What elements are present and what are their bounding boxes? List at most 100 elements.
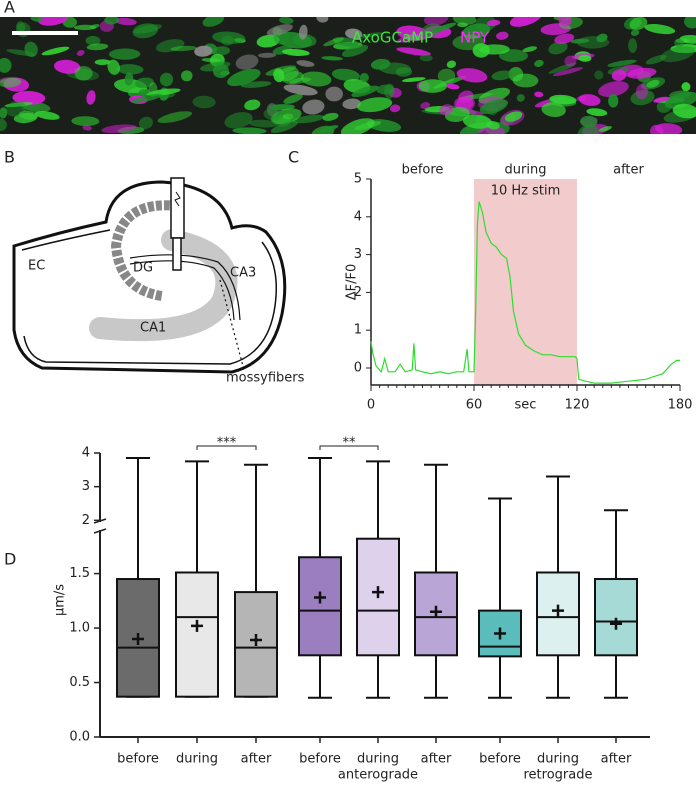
blob: [598, 126, 612, 132]
blob: [54, 59, 81, 74]
blob: [479, 44, 510, 55]
fiber: [129, 254, 241, 321]
x-tick-label: after: [601, 752, 632, 767]
blob: [342, 98, 361, 110]
blob: [281, 48, 310, 56]
blob: [351, 85, 379, 98]
significance-label: ***: [217, 436, 237, 451]
blob: [558, 17, 572, 27]
blob: [478, 126, 506, 134]
axis-break: [93, 528, 107, 534]
blob: [0, 107, 8, 119]
blob: [522, 46, 538, 53]
diagram-label: CA1: [140, 321, 166, 336]
mean-marker: [552, 604, 564, 617]
blob: [629, 17, 648, 30]
mean-marker: [372, 586, 384, 599]
blob: [437, 68, 456, 84]
blob: [292, 114, 325, 124]
blob: [552, 67, 584, 77]
fiber: [129, 260, 235, 321]
blob: [263, 108, 283, 121]
blob: [541, 102, 566, 118]
mean-marker: [132, 632, 144, 645]
blob: [235, 54, 259, 70]
blob: [644, 24, 676, 35]
blob: [628, 38, 638, 53]
stim-region: [474, 179, 577, 386]
hippocampus-diagram: [12, 177, 287, 374]
blob: [138, 89, 148, 96]
box: [594, 578, 638, 657]
blob: [446, 60, 457, 69]
blob: [421, 23, 441, 38]
blob: [491, 70, 513, 81]
blob: [516, 94, 525, 102]
blob: [549, 94, 577, 105]
blob: [340, 118, 375, 134]
blob: [645, 54, 667, 65]
blob: [445, 83, 460, 90]
blob: [674, 38, 684, 48]
x-tick-label: after: [421, 752, 452, 767]
x-tick-label: during: [176, 752, 218, 767]
panel-label: A: [4, 0, 15, 17]
blob: [418, 79, 447, 93]
blob: [202, 17, 225, 27]
y-tick-label: 5: [354, 172, 362, 187]
blob: [258, 52, 277, 58]
x-tick-label: during: [357, 752, 399, 767]
blob: [224, 112, 253, 129]
dg-band: [110, 200, 179, 301]
blob: [86, 90, 96, 105]
blob: [240, 81, 272, 88]
significance-bracket: [196, 445, 257, 450]
blob: [672, 103, 696, 119]
x-tick-label: before: [299, 752, 341, 767]
mean-marker: [610, 617, 622, 630]
mossy-pointer: [219, 279, 245, 371]
blob: [508, 66, 524, 82]
x-tick-label: before: [479, 752, 521, 767]
diagram-label: CA3: [230, 266, 256, 281]
electrode-tip: [172, 237, 182, 271]
blob: [270, 121, 298, 134]
y-tick-label: 1.0: [69, 621, 90, 636]
blob: [423, 17, 449, 26]
blob: [452, 34, 485, 51]
panel-label: C: [288, 148, 299, 167]
trace: [370, 201, 680, 384]
x-tick-label: during: [537, 752, 579, 767]
blob: [159, 72, 174, 87]
blob: [554, 33, 575, 44]
region-annotation: 10 Hz stim: [491, 184, 561, 199]
blob: [608, 94, 619, 108]
blob: [570, 38, 590, 44]
blob: [30, 17, 43, 22]
diagram-label: EC: [28, 259, 45, 274]
blob: [548, 41, 568, 55]
y-tick-label: 0.5: [69, 675, 90, 690]
blob: [292, 33, 317, 47]
blob: [181, 70, 193, 82]
box: [298, 556, 342, 657]
blob: [104, 17, 120, 25]
blob: [192, 95, 216, 109]
x-axis-label: sec: [515, 398, 537, 413]
electrode: [170, 177, 185, 239]
blob: [331, 68, 360, 82]
blob: [316, 17, 329, 23]
blob: [107, 59, 120, 75]
blob: [266, 24, 293, 36]
blob: [18, 110, 39, 120]
region-label: during: [505, 163, 547, 178]
blob: [71, 116, 100, 127]
blob: [684, 17, 696, 29]
blob: [456, 68, 488, 83]
blob: [101, 124, 137, 134]
blob: [389, 104, 401, 113]
blob: [548, 62, 577, 74]
blob: [341, 44, 369, 58]
x-tick-label: 60: [466, 398, 483, 413]
blob: [395, 67, 413, 77]
